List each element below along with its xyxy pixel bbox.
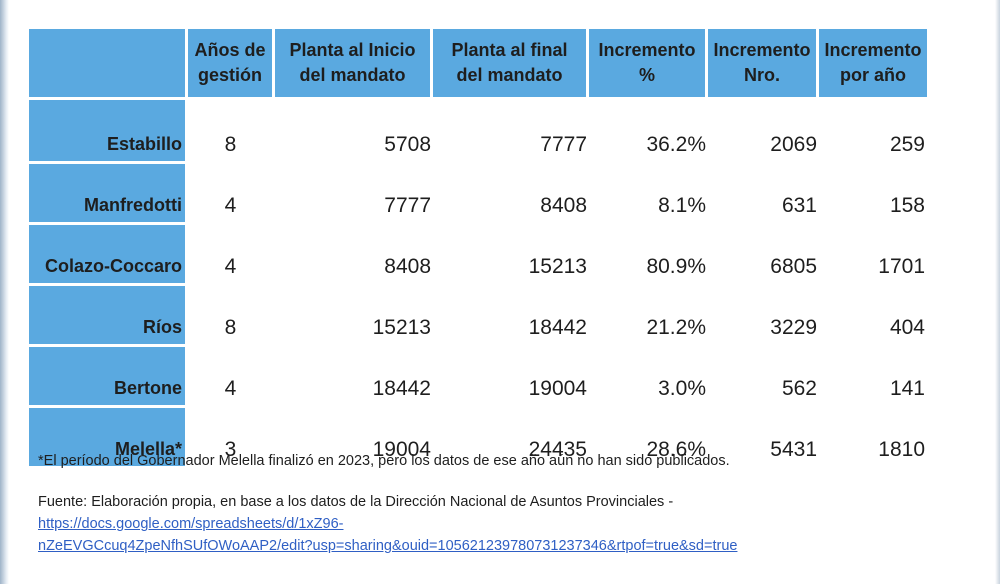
cell-per-year: 141 [889, 377, 925, 400]
table-header-row: Años de gestión Planta al Inicio del man… [29, 29, 927, 97]
cell-nro: 3229 [770, 316, 817, 339]
cell-nro: 562 [781, 377, 817, 400]
cell-years: 3 [224, 438, 237, 461]
cell-nro: 5431 [770, 438, 817, 461]
right-edge-shadow [995, 0, 1000, 584]
cell-end: 24435 [528, 438, 587, 461]
header-pct: Incremento % [589, 29, 708, 97]
cell-end: 15213 [528, 255, 587, 278]
cell-start: 15213 [372, 316, 431, 339]
cell-end: 8408 [540, 194, 587, 217]
cell-per-year: 1701 [878, 255, 925, 278]
cell-start: 8408 [384, 255, 431, 278]
cell-years: 4 [224, 194, 237, 217]
row-name: Manfredotti [29, 161, 188, 222]
cell-pct: 80.9% [646, 255, 706, 278]
row-name: Estabillo [29, 97, 188, 161]
cell-per-year: 259 [889, 133, 925, 156]
source-note: Fuente: Elaboración propia, en base a lo… [38, 491, 978, 557]
cell-nro: 6805 [770, 255, 817, 278]
header-end: Planta al final del mandato [433, 29, 589, 97]
source-link-line-2: nZeEVGCcuq4ZpeNfhSUfOWoAAP2/edit?usp=sha… [38, 538, 738, 554]
header-start: Planta al Inicio del mandato [275, 29, 433, 97]
cell-pct: 36.2% [646, 133, 706, 156]
cell-pct: 28.6% [646, 438, 706, 461]
table-row: Colazo-Coccaro 4 8408 15213 80.9% 6805 1… [29, 222, 927, 283]
cell-per-year: 158 [889, 194, 925, 217]
row-name: Ríos [29, 283, 188, 344]
cell-nro: 631 [781, 194, 817, 217]
table-row: Bertone 4 18442 19004 3.0% 562 141 [29, 344, 927, 405]
source-text: Fuente: Elaboración propia, en base a lo… [38, 494, 674, 510]
cell-end: 7777 [540, 133, 587, 156]
cell-end: 18442 [528, 316, 587, 339]
header-years: Años de gestión [188, 29, 275, 97]
cell-years: 4 [224, 377, 237, 400]
table-row: Melella* 3 19004 24435 28.6% 5431 1810 [29, 405, 927, 466]
cell-start: 7777 [384, 194, 431, 217]
cell-start: 5708 [384, 133, 431, 156]
cell-pct: 8.1% [658, 194, 706, 217]
left-edge-shadow [0, 0, 9, 584]
cell-pct: 3.0% [658, 377, 706, 400]
table-row: Ríos 8 15213 18442 21.2% 3229 404 [29, 283, 927, 344]
cell-start: 18442 [372, 377, 431, 400]
source-link[interactable]: https://docs.google.com/spreadsheets/d/1… [38, 516, 737, 554]
cell-end: 19004 [528, 377, 587, 400]
header-per-year: Incremento por año [819, 29, 927, 97]
header-corner [29, 29, 188, 97]
cell-start: 19004 [372, 438, 431, 461]
source-link-line-1: https://docs.google.com/spreadsheets/d/1… [38, 516, 344, 532]
cell-years: 4 [224, 255, 237, 278]
header-nro: Incremento Nro. [708, 29, 819, 97]
cell-years: 8 [224, 133, 237, 156]
cell-per-year: 404 [889, 316, 925, 339]
cell-pct: 21.2% [646, 316, 706, 339]
footnote: *El período del Gobernador Melella final… [38, 453, 730, 469]
row-name: Colazo-Coccaro [29, 222, 188, 283]
table-row: Manfredotti 4 7777 8408 8.1% 631 158 [29, 161, 927, 222]
table-row: Estabillo 8 5708 7777 36.2% 2069 259 [29, 97, 927, 161]
staff-growth-table: Años de gestión Planta al Inicio del man… [29, 29, 927, 466]
cell-per-year: 1810 [878, 438, 925, 461]
row-name: Bertone [29, 344, 188, 405]
cell-nro: 2069 [770, 133, 817, 156]
cell-years: 8 [224, 316, 237, 339]
row-name: Melella* [29, 405, 188, 466]
